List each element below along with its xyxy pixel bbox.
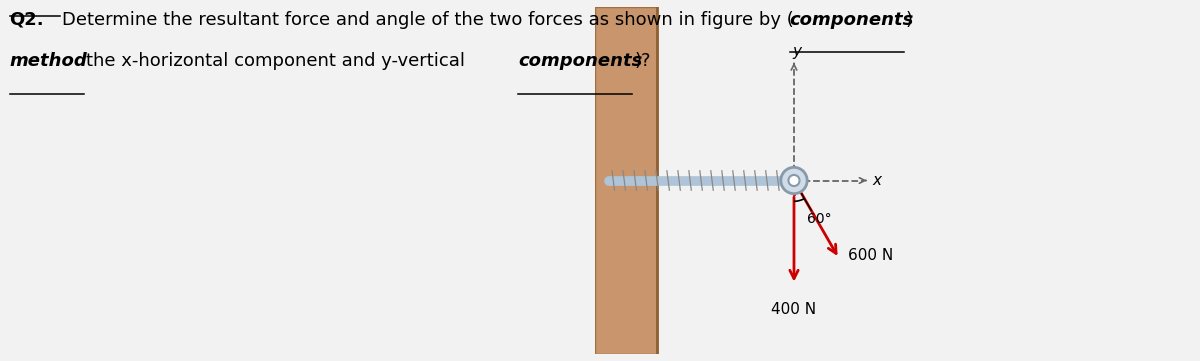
Text: 400 N: 400 N	[772, 302, 816, 317]
Text: Q2.: Q2.	[10, 11, 44, 29]
Text: )?: )?	[635, 52, 652, 70]
Bar	[595, 7, 658, 354]
Text: Determine the resultant force and angle of the two forces as shown in figure by : Determine the resultant force and angle …	[62, 11, 794, 29]
Text: the x-horizontal component and y-vertical: the x-horizontal component and y-vertica…	[86, 52, 472, 70]
Text: x: x	[872, 173, 881, 188]
Text: 60°: 60°	[808, 212, 832, 226]
Circle shape	[788, 175, 799, 186]
Text: components: components	[790, 11, 914, 29]
Text: method: method	[10, 52, 88, 70]
Text: components: components	[518, 52, 643, 70]
Text: 600 N: 600 N	[847, 248, 893, 262]
Circle shape	[781, 168, 808, 193]
Text: y: y	[792, 44, 802, 59]
Text: ): )	[906, 11, 913, 29]
